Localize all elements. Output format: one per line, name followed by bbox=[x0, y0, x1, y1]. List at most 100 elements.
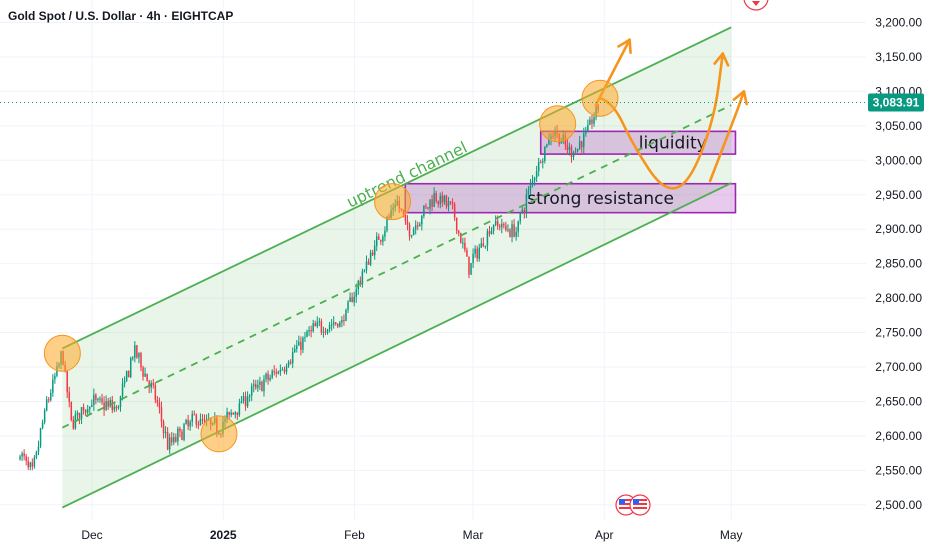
candle-body bbox=[589, 119, 591, 125]
x-axis[interactable]: Dec 2025 Feb Mar Apr May bbox=[81, 528, 742, 542]
candle-body bbox=[505, 225, 507, 231]
candle-body bbox=[439, 195, 442, 205]
x-tick-label: 2025 bbox=[210, 528, 237, 542]
candle-body bbox=[164, 432, 167, 434]
candle-body bbox=[82, 407, 85, 411]
candle-body bbox=[298, 341, 300, 346]
candle-body bbox=[293, 348, 296, 353]
candle-body bbox=[326, 329, 329, 333]
candle-body bbox=[574, 151, 577, 153]
candle-body bbox=[193, 414, 196, 416]
candle-body bbox=[316, 322, 319, 327]
candle-body bbox=[484, 245, 487, 247]
candle-body bbox=[103, 402, 105, 410]
candle-body bbox=[300, 341, 302, 350]
candle-body bbox=[140, 353, 142, 368]
candle-body bbox=[95, 394, 97, 400]
candle-body bbox=[187, 419, 189, 427]
y-tick-label: 3,000.00 bbox=[875, 153, 922, 167]
candle-body bbox=[246, 396, 249, 407]
candle-body bbox=[474, 248, 476, 254]
candle-body bbox=[332, 322, 335, 325]
touch-point-marker bbox=[539, 105, 577, 143]
candle-body bbox=[347, 301, 349, 310]
touch-point-marker bbox=[200, 415, 238, 453]
alert-icon[interactable] bbox=[743, 0, 769, 11]
candle-body bbox=[380, 239, 382, 242]
candle-body bbox=[535, 171, 538, 178]
y-tick-label: 3,150.00 bbox=[875, 50, 922, 64]
candle-body bbox=[521, 210, 524, 213]
candle-body bbox=[527, 190, 530, 195]
candle-body bbox=[88, 406, 91, 410]
candle-body bbox=[548, 139, 550, 145]
channel-middle-line bbox=[61, 104, 732, 429]
candle-body bbox=[531, 180, 534, 183]
candle-body bbox=[410, 235, 413, 237]
candle-body bbox=[455, 217, 458, 231]
y-tick-label: 2,950.00 bbox=[875, 188, 922, 202]
x-tick-label: Mar bbox=[463, 528, 484, 542]
candle-body bbox=[560, 140, 562, 144]
candle-body bbox=[150, 383, 152, 388]
x-tick-label: Feb bbox=[344, 528, 365, 542]
candle-body bbox=[228, 412, 230, 415]
candle-body bbox=[70, 401, 73, 420]
candle-body bbox=[279, 369, 282, 372]
candle-body bbox=[511, 224, 513, 238]
candle-body bbox=[291, 352, 294, 364]
us-flag-events-icon[interactable] bbox=[615, 494, 651, 516]
candle-body bbox=[275, 371, 278, 374]
candle-body bbox=[232, 412, 234, 415]
candle-body bbox=[470, 262, 472, 275]
candle-body bbox=[373, 245, 376, 256]
candle-body bbox=[539, 162, 542, 164]
candle-body bbox=[509, 229, 511, 238]
candle-body bbox=[27, 460, 29, 468]
candle-body bbox=[242, 396, 245, 401]
candle-body bbox=[119, 396, 122, 407]
candle-body bbox=[320, 321, 323, 333]
candle-body bbox=[84, 410, 87, 413]
candle-body bbox=[478, 247, 480, 259]
candle-body bbox=[433, 193, 435, 207]
candle-body bbox=[330, 324, 333, 326]
candle-body bbox=[80, 407, 83, 419]
candle-body bbox=[41, 422, 44, 429]
y-tick-label: 2,650.00 bbox=[875, 394, 922, 408]
candle-body bbox=[265, 373, 267, 379]
candle-body bbox=[351, 297, 353, 303]
y-tick-label: 2,750.00 bbox=[875, 326, 922, 340]
candle-body bbox=[23, 453, 25, 457]
candle-body bbox=[353, 296, 355, 303]
candle-body bbox=[494, 221, 497, 225]
candle-body bbox=[537, 162, 540, 172]
candle-body bbox=[144, 373, 146, 377]
candle-body bbox=[365, 261, 368, 271]
y-tick-label: 2,900.00 bbox=[875, 222, 922, 236]
candle-body bbox=[160, 407, 163, 422]
candle-body bbox=[132, 357, 134, 359]
candle-body bbox=[252, 384, 255, 387]
candle-body bbox=[542, 160, 544, 163]
current-price-tag[interactable] bbox=[868, 93, 924, 112]
candle-body bbox=[244, 396, 247, 407]
candle-body bbox=[269, 377, 271, 381]
candle-body bbox=[166, 432, 169, 450]
y-axis[interactable]: 3,200.003,150.003,100.003,050.003,000.00… bbox=[868, 16, 924, 512]
candle-body bbox=[273, 371, 275, 373]
channel-fill bbox=[62, 27, 732, 508]
candle-body bbox=[384, 230, 386, 237]
candle-body bbox=[472, 253, 474, 263]
candle-body bbox=[517, 221, 519, 232]
candle-body bbox=[312, 323, 314, 332]
candle-body bbox=[404, 214, 407, 221]
x-tick-label: May bbox=[720, 528, 743, 542]
candle-body bbox=[492, 224, 495, 231]
candle-body bbox=[501, 223, 503, 228]
candle-body bbox=[226, 412, 228, 420]
channel-area bbox=[62, 27, 732, 508]
candle-body bbox=[345, 309, 347, 321]
touch-point-marker bbox=[374, 183, 412, 221]
